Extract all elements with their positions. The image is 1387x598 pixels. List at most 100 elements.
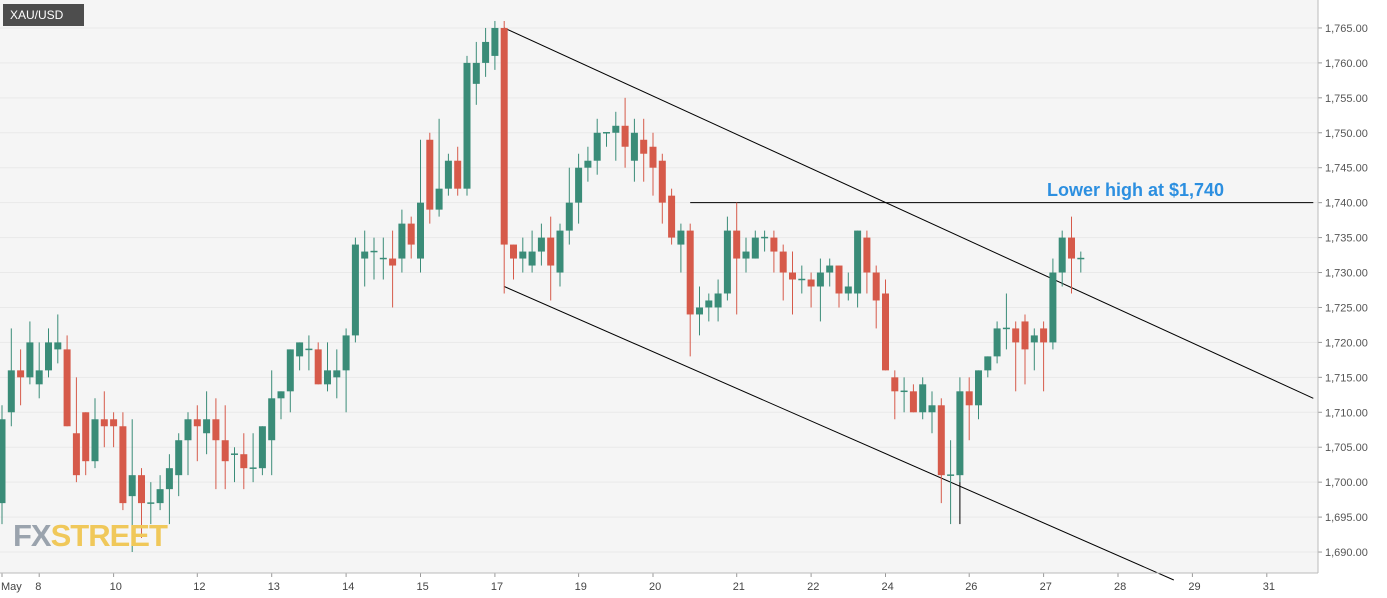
- x-tick-label: 31: [1263, 581, 1275, 593]
- candle-body: [7, 370, 15, 413]
- candle-body: [221, 440, 229, 462]
- candle-body: [491, 27, 499, 56]
- candle-body: [882, 293, 889, 371]
- symbol-label: XAU/USD: [3, 4, 84, 26]
- candle-body: [863, 237, 871, 273]
- y-tick-label: 1,755.00: [1325, 93, 1368, 105]
- candle-body: [975, 370, 982, 406]
- candle-body: [844, 286, 852, 294]
- y-tick-label: 1,745.00: [1325, 163, 1368, 175]
- candle-body: [342, 335, 350, 371]
- grid: [0, 27, 1318, 553]
- candle-body: [426, 139, 434, 210]
- candle-body: [249, 467, 257, 469]
- candle-body: [156, 489, 164, 504]
- candle-body: [900, 390, 908, 393]
- y-tick-label: 1,740.00: [1325, 198, 1368, 210]
- candle-body: [714, 293, 722, 308]
- y-tick-label: 1,705.00: [1325, 442, 1368, 454]
- x-tick-label: 26: [965, 581, 977, 593]
- trendlines: [503, 27, 1314, 581]
- candle-body: [528, 251, 536, 266]
- x-tick-label: 27: [1040, 581, 1052, 593]
- candle-body: [1002, 327, 1010, 330]
- candle-body: [612, 125, 620, 133]
- candle-body: [761, 236, 769, 239]
- candle-body: [45, 342, 52, 371]
- candle-body: [17, 370, 25, 378]
- candle-body: [723, 230, 731, 294]
- logo-street: STREET: [50, 518, 168, 553]
- x-tick-label: 10: [110, 581, 122, 593]
- candle-body: [789, 272, 796, 280]
- x-tick-label: 8: [35, 581, 41, 593]
- candle-body: [872, 272, 880, 301]
- x-tick-label: May: [1, 581, 22, 593]
- x-tick-label: 28: [1114, 581, 1126, 593]
- candle-body: [203, 419, 211, 434]
- candle-body: [826, 265, 834, 273]
- candle-body: [668, 195, 676, 238]
- candle-body: [1040, 328, 1048, 343]
- candle-body: [379, 257, 387, 260]
- candle-body: [389, 258, 397, 266]
- candle-body: [193, 419, 201, 427]
- candle-body: [593, 132, 601, 161]
- candle-body: [984, 356, 992, 371]
- candle-body: [677, 230, 685, 245]
- candle-body: [993, 328, 1001, 357]
- y-tick-label: 1,715.00: [1325, 372, 1368, 384]
- y-tick-label: 1,730.00: [1325, 268, 1368, 280]
- candle-body: [472, 62, 480, 84]
- candle-body: [919, 384, 927, 413]
- candle-body: [435, 188, 443, 210]
- candle-body: [779, 251, 787, 273]
- candle-body: [100, 419, 108, 427]
- candle-body: [314, 349, 322, 385]
- candle-body: [630, 132, 638, 161]
- candle-body: [807, 279, 815, 287]
- candle-body: [54, 342, 62, 350]
- candle-body: [686, 230, 694, 315]
- candle-body: [1058, 237, 1066, 273]
- candle-body: [184, 419, 192, 441]
- candle-body: [640, 139, 648, 154]
- candle-body: [361, 251, 369, 259]
- x-tick-label: 29: [1188, 581, 1200, 593]
- candle-body: [909, 391, 917, 413]
- y-tick-label: 1,765.00: [1325, 23, 1368, 35]
- x-tick-label: 24: [882, 581, 894, 593]
- candle-body: [928, 405, 936, 413]
- candle-body: [500, 27, 508, 245]
- x-tick-label: 20: [649, 581, 661, 593]
- candle-body: [147, 502, 155, 504]
- candle-body: [1077, 257, 1085, 260]
- candle-body: [82, 412, 90, 462]
- candle-body: [482, 41, 490, 63]
- candle-body: [742, 251, 750, 259]
- y-tick-label: 1,725.00: [1325, 302, 1368, 314]
- candle-body: [733, 230, 741, 259]
- candle-body: [947, 474, 955, 476]
- candle-body: [110, 419, 118, 427]
- candle-body: [705, 300, 713, 308]
- candle-body: [584, 160, 592, 168]
- x-tick-label: 19: [575, 581, 587, 593]
- candle-body: [770, 237, 778, 252]
- y-tick-label: 1,760.00: [1325, 58, 1368, 70]
- y-tick-label: 1,710.00: [1325, 407, 1368, 419]
- candle-body: [258, 426, 266, 469]
- y-tick-label: 1,700.00: [1325, 477, 1368, 489]
- candle-body: [1021, 321, 1029, 350]
- candle-body: [444, 160, 452, 189]
- candle-body: [370, 250, 378, 253]
- y-tick-label: 1,690.00: [1325, 547, 1368, 559]
- candle-body: [212, 419, 220, 441]
- candle-body: [277, 391, 285, 399]
- candle-body: [26, 342, 34, 378]
- candles: [0, 20, 1085, 553]
- candle-body: [835, 265, 843, 294]
- logo-fx: FX: [13, 518, 52, 553]
- candle-body: [305, 348, 313, 351]
